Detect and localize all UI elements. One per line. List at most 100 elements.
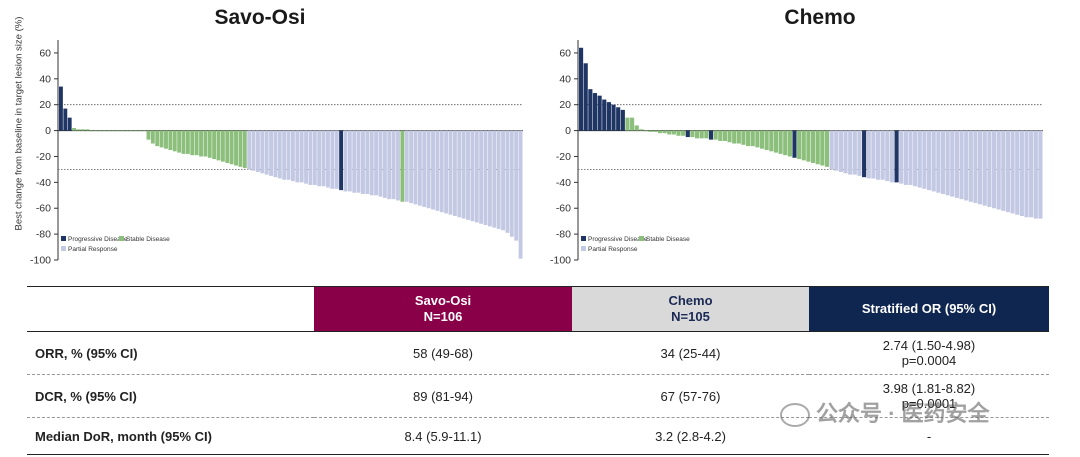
waterfall-bar: [299, 130, 304, 183]
cell-or-value: 2.74 (1.50-4.98): [882, 338, 976, 353]
y-tick-label: -80: [556, 229, 571, 241]
waterfall-bar: [792, 130, 797, 158]
waterfall-bar: [269, 130, 273, 176]
waterfall-bar: [787, 130, 792, 157]
waterfall-bar: [620, 109, 625, 131]
waterfall-bar: [746, 130, 751, 147]
waterfall-bar: [142, 130, 147, 132]
waterfall-bar: [251, 130, 256, 171]
legend-swatch: [61, 236, 66, 241]
waterfall-bar: [85, 129, 90, 131]
waterfall-bar: [945, 130, 950, 196]
y-tick-label: 40: [39, 73, 51, 85]
waterfall-bar: [592, 93, 598, 131]
waterfall-bar: [102, 130, 107, 132]
y-tick-label: 20: [39, 99, 51, 111]
waterfall-bar: [630, 117, 635, 131]
waterfall-bar: [908, 130, 913, 185]
waterfall-bar: [871, 130, 876, 179]
waterfall-bar: [452, 130, 457, 216]
waterfall-bar: [212, 130, 217, 160]
waterfall-bar: [172, 130, 177, 152]
waterfall-bar: [1038, 130, 1043, 219]
legend-label: Progressive Disease: [588, 236, 648, 243]
waterfall-bar: [63, 108, 68, 131]
waterfall-bar: [518, 130, 523, 259]
waterfall-bar: [1015, 130, 1020, 215]
waterfall-bar: [681, 130, 686, 136]
waterfall-bar: [653, 130, 658, 132]
waterfall-bar: [778, 130, 783, 154]
waterfall-bar: [797, 130, 802, 160]
waterfall-bar: [959, 130, 964, 200]
y-tick-label: 60: [39, 47, 51, 59]
waterfall-bar: [286, 130, 291, 180]
row-label: DCR, % (95% CI): [27, 374, 314, 418]
waterfall-bar: [391, 130, 396, 200]
waterfall-bar: [291, 130, 295, 182]
y-tick-label: 0: [45, 125, 51, 137]
waterfall-bar: [282, 130, 287, 180]
waterfall-bar: [662, 130, 667, 134]
waterfall-bar: [639, 129, 644, 131]
y-tick-label: -20: [556, 151, 571, 163]
waterfall-bar: [98, 130, 103, 132]
header-empty-cell: [27, 286, 314, 332]
table-header-row: Savo-Osi N=106 Chemo N=105 Stratified OR…: [27, 286, 1049, 332]
row-label: Median DoR, month (95% CI): [27, 417, 314, 455]
waterfall-bar: [857, 130, 862, 176]
waterfall-bar: [444, 130, 449, 214]
waterfall-bar: [936, 130, 941, 193]
header-savo-n: N=106: [423, 309, 463, 324]
waterfall-bar: [588, 89, 593, 131]
waterfall-bar: [382, 130, 387, 198]
waterfall-bar: [820, 130, 825, 166]
waterfall-bar: [727, 130, 732, 143]
waterfall-chart-chemo: 60 40 20 0 -20 -40 -60 -80 -100 Progressive Disea…: [550, 40, 1043, 267]
waterfall-bar: [718, 130, 723, 141]
waterfall-bar: [824, 130, 830, 167]
cell-savo: 8.4 (5.9-11.1): [314, 417, 572, 455]
waterfall-bar: [146, 130, 151, 140]
table-row: ORR, % (95% CI) 58 (49-68) 34 (25-44) 2.…: [27, 331, 1049, 375]
legend-swatch: [581, 246, 586, 251]
waterfall-bar: [690, 130, 695, 138]
waterfall-bar: [889, 130, 895, 183]
y-tick-label: -40: [556, 177, 571, 189]
waterfall-bar: [124, 130, 129, 132]
cell-p-value: p=0.0001: [901, 396, 957, 411]
waterfall-bar: [396, 130, 400, 201]
waterfall-bar: [917, 130, 922, 188]
waterfall-bar: [852, 130, 857, 175]
waterfall-bar: [277, 130, 282, 179]
waterfall-bar: [885, 130, 890, 182]
waterfall-bar: [741, 130, 746, 145]
waterfall-bar: [352, 130, 357, 193]
header-savo-osi: Savo-Osi N=106: [314, 286, 572, 332]
legend-label: Stable Disease: [646, 236, 690, 243]
cell-or: 2.74 (1.50-4.98) p=0.0004: [809, 331, 1049, 375]
waterfall-bar: [216, 130, 221, 161]
waterfall-bar: [634, 125, 639, 131]
waterfall-bar: [177, 130, 182, 153]
results-table: Savo-Osi N=106 Chemo N=105 Stratified OR…: [27, 286, 1049, 455]
legend-swatch: [119, 236, 124, 241]
chart-title-savo-osi: Savo-Osi: [214, 6, 306, 29]
waterfall-bar: [954, 130, 959, 198]
waterfall-bar: [474, 130, 479, 223]
cell-chemo: 67 (57-76): [572, 374, 809, 418]
waterfall-bar: [374, 130, 379, 196]
waterfall-bar: [996, 130, 1001, 210]
waterfall-bar: [80, 129, 85, 131]
waterfall-bar: [466, 130, 470, 220]
waterfall-bar: [667, 130, 672, 135]
waterfall-bar: [978, 130, 983, 205]
legend-swatch: [639, 236, 644, 241]
waterfall-bar: [982, 130, 987, 206]
waterfall-bar: [964, 130, 969, 201]
waterfall-bar: [496, 130, 501, 229]
cell-p-value: p=0.0004: [901, 353, 957, 368]
waterfall-bar: [94, 130, 98, 132]
y-tick-label: -60: [36, 203, 51, 215]
waterfall-bar: [487, 130, 492, 227]
